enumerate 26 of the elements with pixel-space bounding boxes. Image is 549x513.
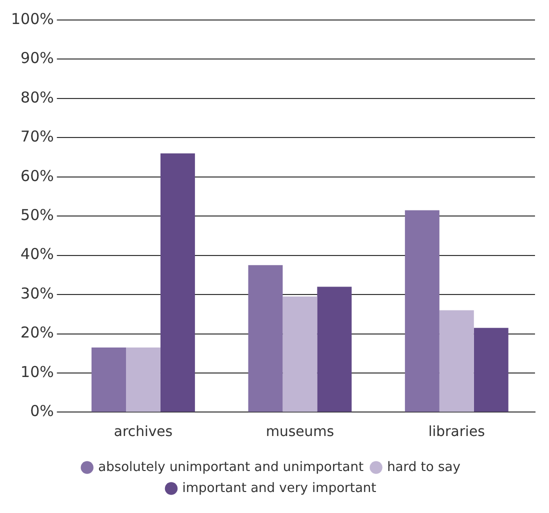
bar: [404, 210, 440, 412]
y-tick-label: 40%: [20, 245, 54, 264]
legend-label: absolutely unimportant and unimportant: [98, 460, 364, 475]
legend-label: hard to say: [387, 460, 461, 475]
bar: [282, 296, 318, 412]
y-tick-label: 70%: [20, 128, 54, 146]
bar: [126, 347, 160, 412]
bar: [248, 265, 283, 412]
bar: [474, 328, 508, 412]
x-tick-label: museums: [266, 424, 334, 440]
y-tick-label: 30%: [20, 284, 54, 302]
y-tick-label: 10%: [20, 362, 54, 381]
y-tick-label: 100%: [10, 10, 54, 28]
bar: [439, 310, 474, 412]
x-tick-label: libraries: [428, 424, 485, 440]
x-tick-label: archives: [114, 424, 173, 440]
y-tick-label: 0%: [30, 402, 54, 420]
y-tick-label: 90%: [20, 49, 54, 68]
y-tick-label: 20%: [20, 324, 54, 342]
y-tick-label: 60%: [20, 166, 54, 185]
legend-label: important and very important: [182, 480, 376, 496]
y-tick-label: 80%: [20, 88, 54, 106]
bar: [317, 286, 352, 412]
y-tick-label: 50%: [20, 206, 54, 224]
bar: [160, 153, 195, 412]
bar: [92, 347, 126, 412]
